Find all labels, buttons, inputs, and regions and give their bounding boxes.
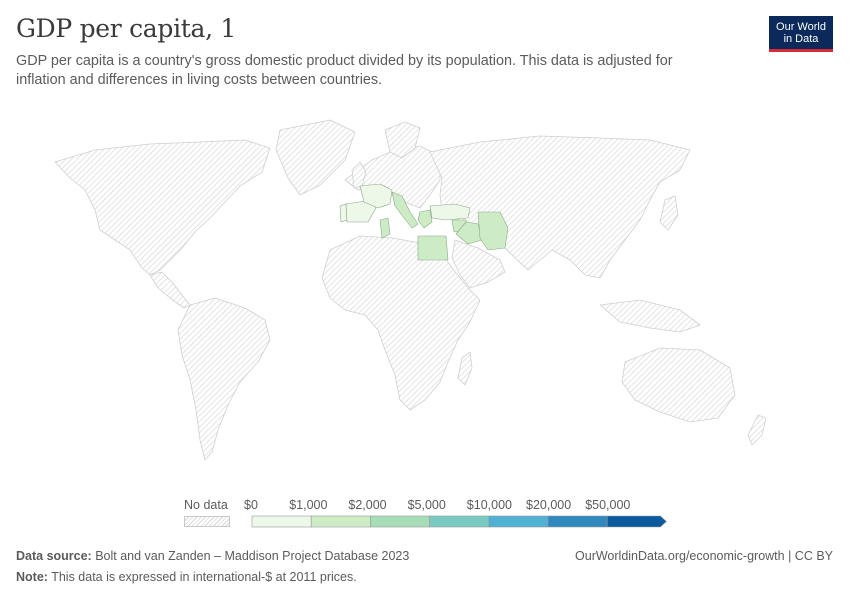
owid-link[interactable]: OurWorldinData.org/economic-growth xyxy=(575,549,785,563)
country-italy[interactable] xyxy=(391,191,419,229)
note-label: Note: xyxy=(16,570,48,584)
legend-tick-label: $10,000 xyxy=(466,498,512,512)
arabian-peninsula[interactable] xyxy=(451,239,506,289)
world-map xyxy=(0,100,850,490)
british-isles[interactable] xyxy=(351,161,367,189)
legend-tick-label: $2,000 xyxy=(348,498,387,512)
footer-link-area: OurWorldinData.org/economic-growth | CC … xyxy=(575,549,833,563)
north-america[interactable] xyxy=(54,139,271,276)
legend-bin-4[interactable] xyxy=(488,515,549,528)
legend-bin-5[interactable] xyxy=(547,515,608,528)
legend-no-data-swatch[interactable] xyxy=(184,516,230,527)
map-legend: No data $0 $1,000 $2,000 $5,000 $10,000 $20,0… xyxy=(180,496,680,536)
legend-bin-2[interactable] xyxy=(370,515,430,528)
note-text: This data is expressed in international-… xyxy=(47,570,357,584)
legend-tick-label: $50,000 xyxy=(585,498,631,512)
legend-no-data-label: No data xyxy=(184,498,228,512)
data-source: Data source: Bolt and van Zanden – Maddi… xyxy=(16,549,409,563)
country-turkey[interactable] xyxy=(429,203,471,221)
madagascar[interactable] xyxy=(457,351,473,386)
greenland[interactable] xyxy=(275,119,356,196)
country-iraq[interactable] xyxy=(455,221,483,245)
logo-line-2: in Data xyxy=(783,32,819,45)
legend-tick-label: $1,000 xyxy=(289,498,328,512)
country-greece[interactable] xyxy=(417,209,433,229)
country-tunisia[interactable] xyxy=(379,217,391,239)
country-iran[interactable] xyxy=(477,211,509,251)
chart-title: GDP per capita, 1 xyxy=(16,14,237,43)
country-egypt[interactable] xyxy=(417,235,449,261)
new-zealand[interactable] xyxy=(747,414,767,446)
legend-bin-6[interactable] xyxy=(606,515,667,528)
legend-bin-3[interactable] xyxy=(429,515,490,528)
south-america[interactable] xyxy=(177,297,271,461)
country-france[interactable] xyxy=(359,183,393,209)
data-source-text: Bolt and van Zanden – Maddison Project D… xyxy=(91,549,410,563)
legend-bin-0[interactable] xyxy=(251,515,312,528)
central-america[interactable] xyxy=(149,271,191,309)
legend-bin-1[interactable] xyxy=(310,515,371,528)
southeast-asia-islands[interactable] xyxy=(599,299,701,333)
license-text: | CC BY xyxy=(784,549,833,563)
legend-tick-label: $5,000 xyxy=(407,498,446,512)
scandinavia[interactable] xyxy=(384,121,421,159)
owid-logo[interactable]: Our World in Data xyxy=(769,16,833,52)
world-map-svg xyxy=(54,119,767,461)
japan[interactable] xyxy=(659,195,679,231)
legend-color-scale xyxy=(251,515,667,528)
australia[interactable] xyxy=(621,347,736,423)
note: Note: This data is expressed in internat… xyxy=(16,570,357,584)
logo-line-1: Our World xyxy=(776,20,826,33)
legend-tick-label: $0 xyxy=(244,498,258,512)
data-source-label: Data source: xyxy=(16,549,92,563)
chart-subtitle: GDP per capita is a country's gross dome… xyxy=(16,53,673,88)
legend-tick-label: $20,000 xyxy=(526,498,572,512)
